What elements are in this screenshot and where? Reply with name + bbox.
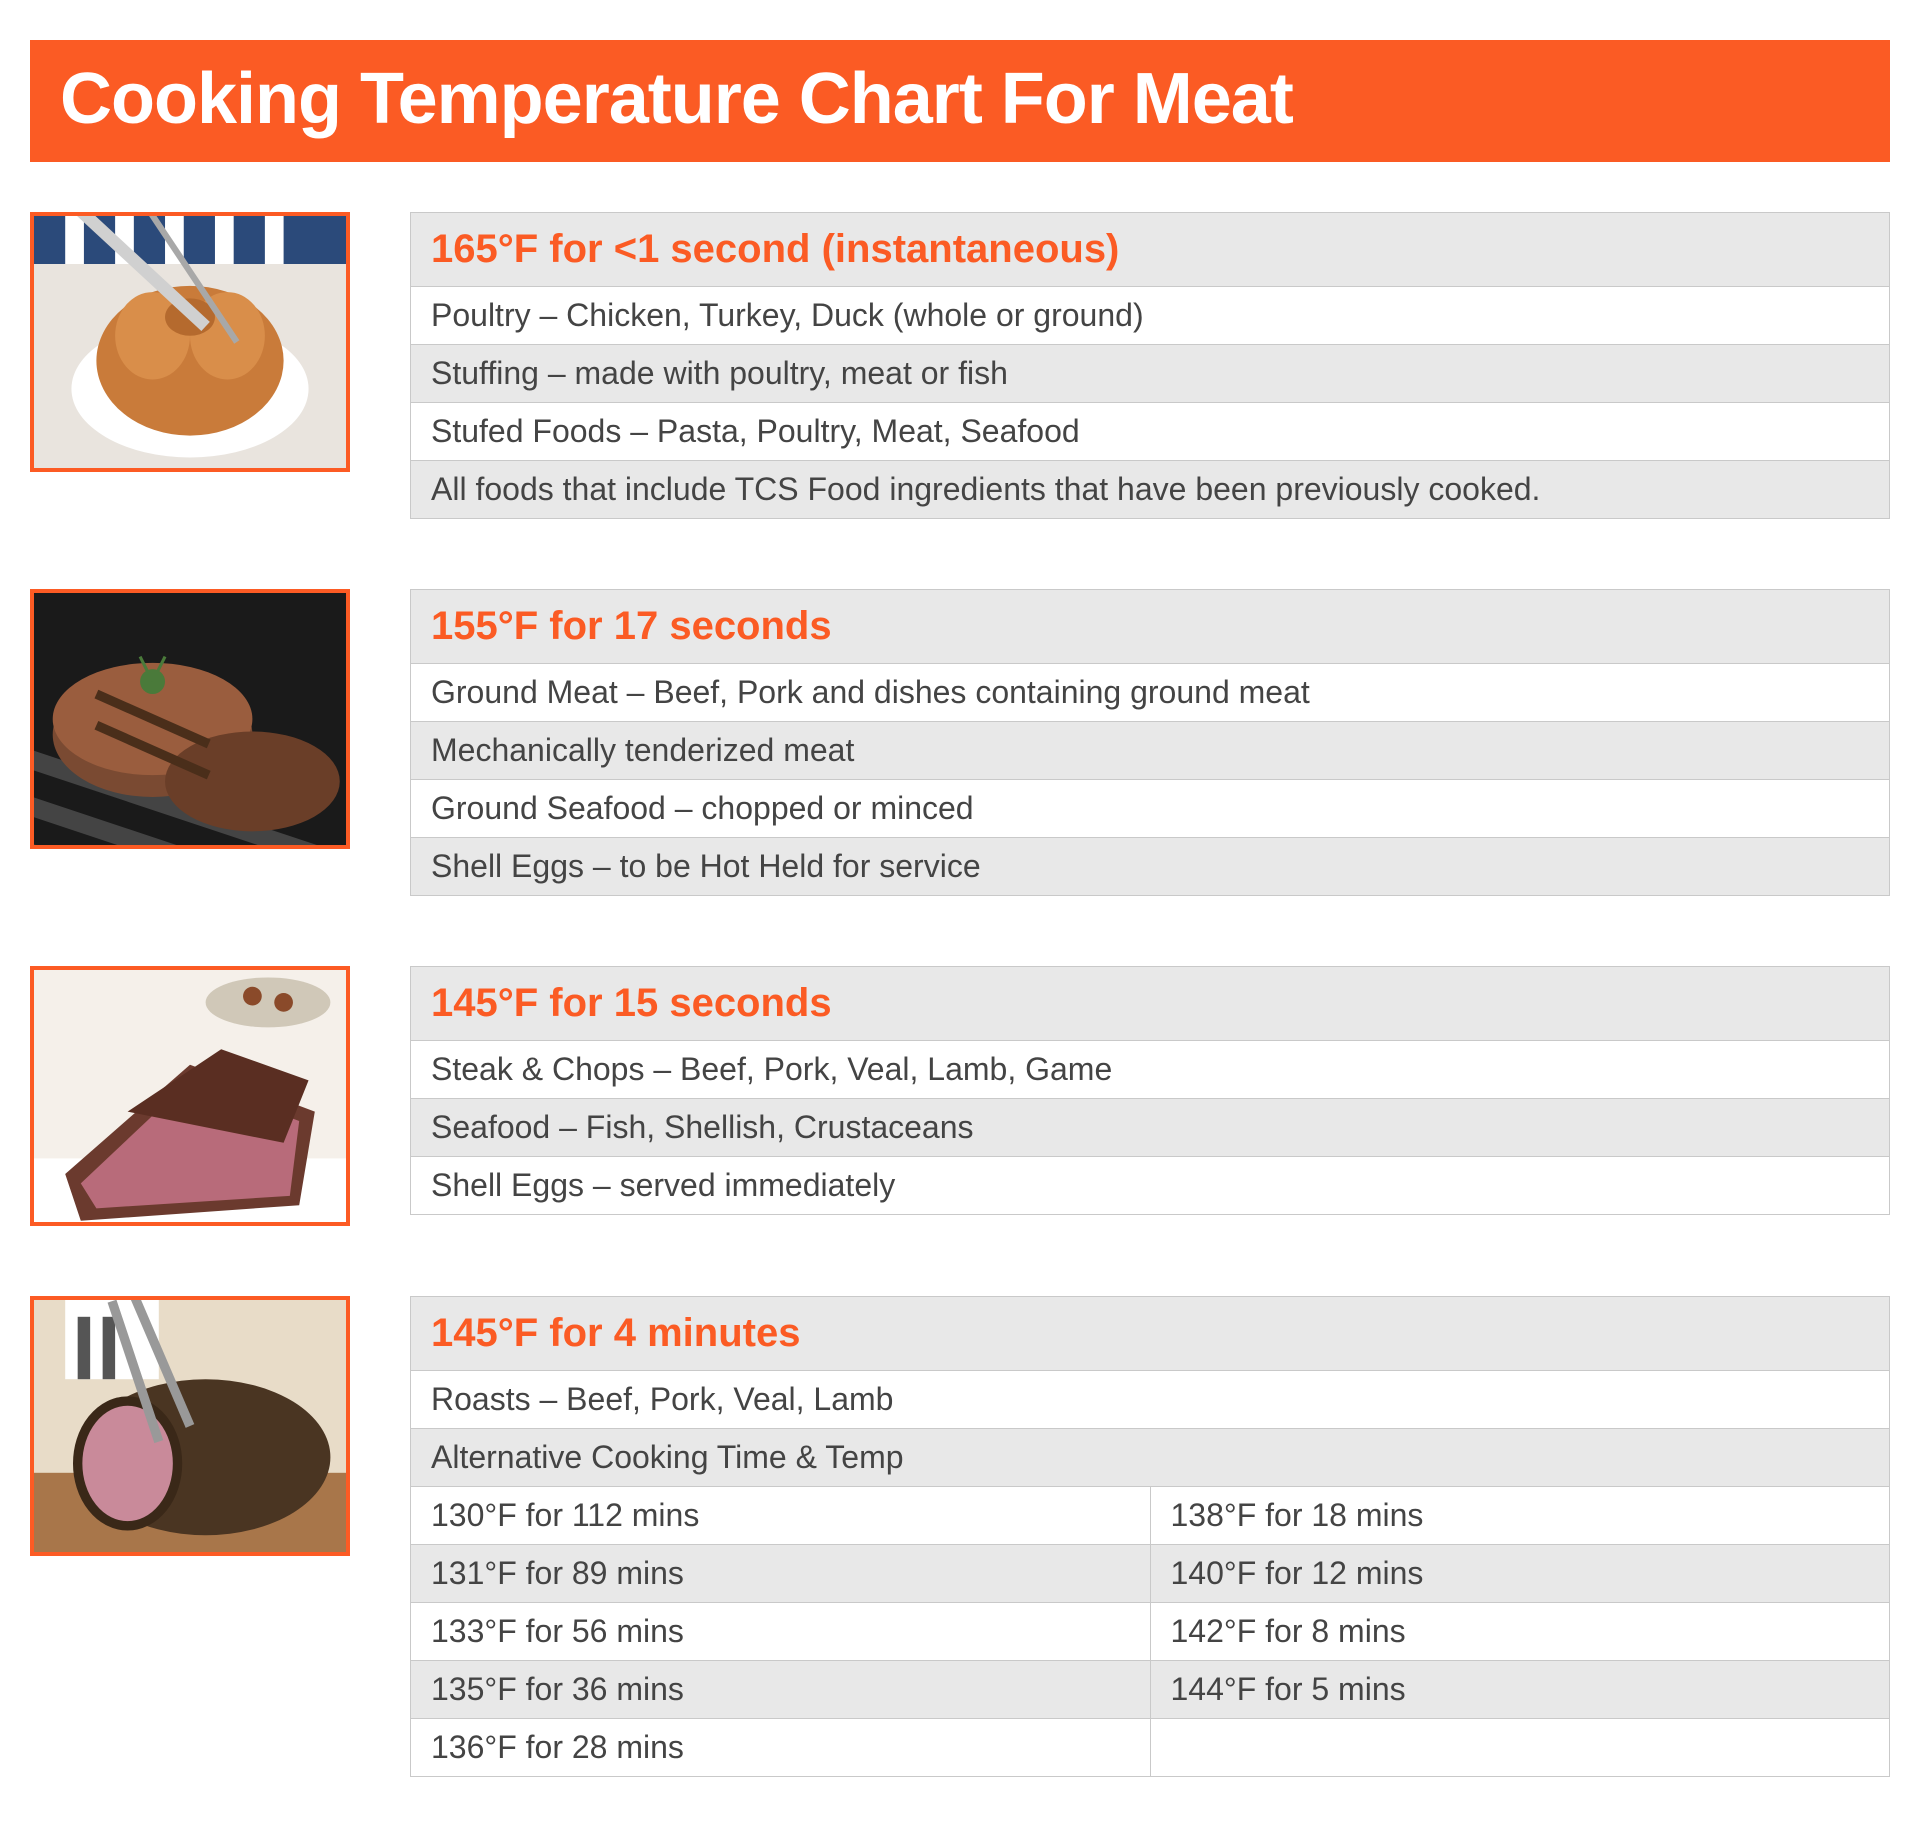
section-145-15: 145°F for 15 seconds Steak & Chops – Bee… bbox=[30, 966, 1890, 1226]
table-row: Alternative Cooking Time & Temp bbox=[411, 1429, 1889, 1487]
alt-cell: 130°F for 112 mins bbox=[411, 1487, 1151, 1545]
section-145-4: 145°F for 4 minutes Roasts – Beef, Pork,… bbox=[30, 1296, 1890, 1777]
alt-row: 130°F for 112 mins 138°F for 18 mins bbox=[411, 1487, 1889, 1545]
section-165: 165°F for <1 second (instantaneous) Poul… bbox=[30, 212, 1890, 519]
burger-image bbox=[30, 589, 350, 849]
alt-row: 133°F for 56 mins 142°F for 8 mins bbox=[411, 1603, 1889, 1661]
table-row: Stufed Foods – Pasta, Poultry, Meat, Sea… bbox=[411, 403, 1889, 461]
section-header: 165°F for <1 second (instantaneous) bbox=[411, 213, 1889, 287]
steak-image bbox=[30, 966, 350, 1226]
table-row: Mechanically tenderized meat bbox=[411, 722, 1889, 780]
roast-image bbox=[30, 1296, 350, 1556]
alt-cell: 133°F for 56 mins bbox=[411, 1603, 1151, 1661]
table-row: Poultry – Chicken, Turkey, Duck (whole o… bbox=[411, 287, 1889, 345]
table-145-15: 145°F for 15 seconds Steak & Chops – Bee… bbox=[410, 966, 1890, 1215]
alt-cell: 131°F for 89 mins bbox=[411, 1545, 1151, 1603]
table-row: Shell Eggs – to be Hot Held for service bbox=[411, 838, 1889, 895]
table-165: 165°F for <1 second (instantaneous) Poul… bbox=[410, 212, 1890, 519]
alt-cell: 140°F for 12 mins bbox=[1151, 1545, 1890, 1603]
page-title: Cooking Temperature Chart For Meat bbox=[30, 40, 1890, 162]
table-row: Shell Eggs – served immediately bbox=[411, 1157, 1889, 1214]
section-header: 155°F for 17 seconds bbox=[411, 590, 1889, 664]
table-row: Ground Meat – Beef, Pork and dishes cont… bbox=[411, 664, 1889, 722]
alt-cell: 135°F for 36 mins bbox=[411, 1661, 1151, 1719]
section-header: 145°F for 15 seconds bbox=[411, 967, 1889, 1041]
poultry-image bbox=[30, 212, 350, 472]
table-row: Ground Seafood – chopped or minced bbox=[411, 780, 1889, 838]
alt-cell: 142°F for 8 mins bbox=[1151, 1603, 1890, 1661]
alt-row: 135°F for 36 mins 144°F for 5 mins bbox=[411, 1661, 1889, 1719]
table-row: Stuffing – made with poultry, meat or fi… bbox=[411, 345, 1889, 403]
alt-cell: 136°F for 28 mins bbox=[411, 1719, 1151, 1776]
table-155: 155°F for 17 seconds Ground Meat – Beef,… bbox=[410, 589, 1890, 896]
table-145-4: 145°F for 4 minutes Roasts – Beef, Pork,… bbox=[410, 1296, 1890, 1777]
table-row: Steak & Chops – Beef, Pork, Veal, Lamb, … bbox=[411, 1041, 1889, 1099]
alt-row: 131°F for 89 mins 140°F for 12 mins bbox=[411, 1545, 1889, 1603]
section-155: 155°F for 17 seconds Ground Meat – Beef,… bbox=[30, 589, 1890, 896]
alt-cell bbox=[1151, 1719, 1890, 1776]
alt-row: 136°F for 28 mins bbox=[411, 1719, 1889, 1776]
table-row: Seafood – Fish, Shellish, Crustaceans bbox=[411, 1099, 1889, 1157]
table-row: Roasts – Beef, Pork, Veal, Lamb bbox=[411, 1371, 1889, 1429]
alt-cell: 138°F for 18 mins bbox=[1151, 1487, 1890, 1545]
section-header: 145°F for 4 minutes bbox=[411, 1297, 1889, 1371]
table-row: All foods that include TCS Food ingredie… bbox=[411, 461, 1889, 518]
alt-cell: 144°F for 5 mins bbox=[1151, 1661, 1890, 1719]
